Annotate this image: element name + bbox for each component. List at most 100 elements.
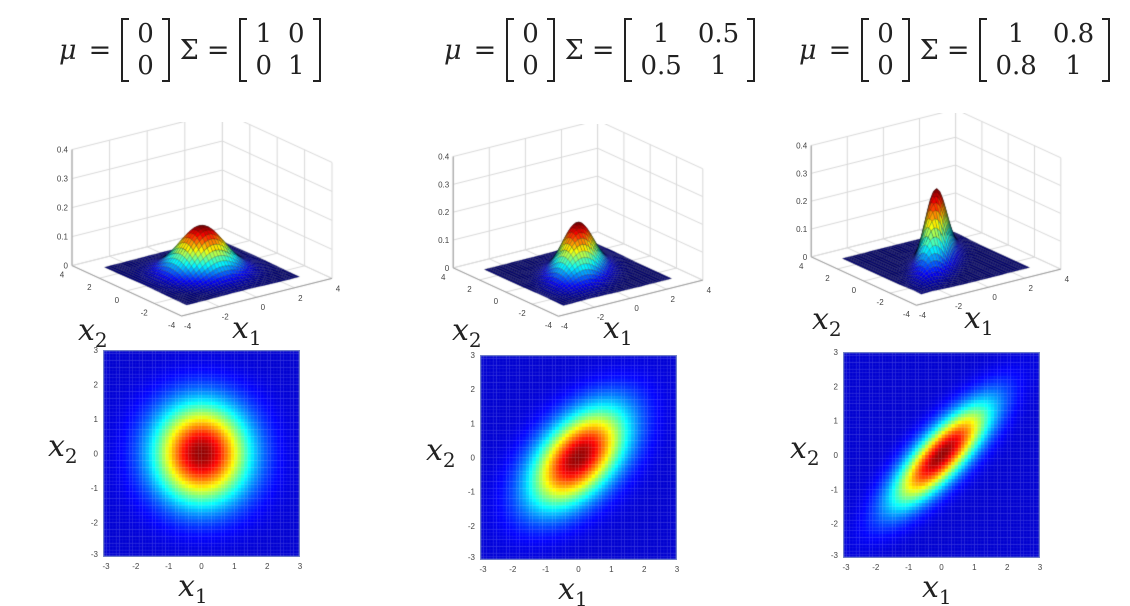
x1-tick-label: 2	[642, 565, 647, 574]
x1-tick-label: -2	[509, 565, 517, 574]
matrix-entry: 0	[522, 19, 539, 49]
right-bracket	[312, 18, 321, 82]
mu-symbol: μ	[799, 34, 817, 66]
sigma-symbol: Σ	[919, 34, 939, 66]
heatmap-plot-1	[103, 350, 300, 557]
matrix-entry: 0.5	[640, 51, 682, 81]
x2-axis-label: x2	[452, 313, 482, 352]
left-bracket	[506, 18, 515, 82]
x1-tick-label: 1	[609, 565, 614, 574]
formula-1: μ = 0 0 Σ = 1 0 0 1	[55, 18, 323, 82]
mu-symbol: μ	[444, 34, 462, 66]
matrix-entry: 1	[288, 51, 305, 81]
x2-axis-label: x2	[426, 433, 456, 472]
x1-tick-label: 2	[1005, 563, 1010, 572]
matrix-entry: 0	[877, 51, 894, 81]
x2-tick-label: -3	[831, 551, 839, 560]
equals-sign: =	[206, 34, 230, 66]
matrix-entry: 0.5	[697, 19, 740, 49]
surface-plot-1	[32, 122, 372, 342]
x1-axis-label: x1	[232, 311, 262, 350]
left-bracket	[861, 18, 870, 82]
x2-tick-label: 1	[471, 419, 476, 428]
x2-tick-label: 0	[834, 451, 839, 460]
x2-tick-label: -1	[468, 488, 476, 497]
x2-tick-label: -3	[468, 553, 476, 562]
left-bracket	[979, 18, 988, 82]
matrix-entry: 1	[652, 19, 670, 49]
x1-axis-label: x1	[178, 569, 208, 606]
equals-sign: =	[946, 34, 970, 66]
equals-sign: =	[828, 34, 852, 66]
x1-axis-label: x1	[922, 570, 952, 606]
x1-tick-label: 3	[1038, 563, 1043, 572]
x2-tick-label: 0	[94, 450, 99, 459]
x1-tick-label: -2	[872, 563, 880, 572]
x2-tick-label: -3	[91, 550, 99, 559]
x1-tick-label: -3	[479, 565, 487, 574]
mu-symbol: μ	[59, 34, 77, 66]
matrix-entry: 1	[1007, 19, 1025, 49]
x1-tick-label: -3	[102, 562, 110, 571]
x1-tick-label: 0	[939, 563, 944, 572]
covariance-matrix: 1 0.5 0.5 1	[624, 18, 756, 82]
surface-plot-3	[766, 113, 1106, 333]
surface-plot-2	[408, 124, 748, 344]
matrix-entry: 0	[877, 19, 894, 49]
x1-tick-label: -1	[542, 565, 550, 574]
left-bracket	[624, 18, 633, 82]
matrix-entry: 0.8	[1052, 19, 1095, 49]
matrix-entry: 1	[1065, 51, 1082, 81]
matrix-entry: 0	[137, 19, 154, 49]
x1-tick-label: 3	[298, 562, 303, 571]
x2-axis-label: x2	[78, 313, 108, 352]
x1-tick-label: -2	[132, 562, 140, 571]
matrix-entry: 0	[522, 51, 539, 81]
x1-tick-label: 1	[232, 562, 237, 571]
x2-axis-label: x2	[812, 302, 842, 341]
x1-tick-label: -1	[165, 562, 173, 571]
right-bracket	[546, 18, 555, 82]
x2-tick-label: -1	[831, 485, 839, 494]
matrix-entry: 1	[710, 51, 727, 81]
equals-sign: =	[591, 34, 615, 66]
x2-tick-label: 3	[834, 348, 839, 357]
matrix-entry: 0	[137, 51, 154, 81]
x2-tick-label: 2	[94, 381, 99, 390]
x2-tick-label: -2	[831, 520, 839, 529]
matrix-entry: 0	[288, 19, 305, 49]
x2-axis-label: x2	[790, 431, 820, 470]
matrix-entry: 0.8	[995, 51, 1037, 81]
x1-tick-label: 3	[675, 565, 680, 574]
x1-axis-label: x1	[558, 572, 588, 606]
heatmap-plot-2	[480, 355, 677, 560]
x2-tick-label: 3	[471, 351, 476, 360]
x2-tick-label: 0	[471, 454, 476, 463]
x1-tick-label: 1	[972, 563, 977, 572]
x2-axis-label: x2	[48, 429, 78, 468]
left-bracket	[239, 18, 248, 82]
equals-sign: =	[473, 34, 497, 66]
x1-tick-label: -1	[905, 563, 913, 572]
sigma-symbol: Σ	[179, 34, 199, 66]
left-bracket	[121, 18, 130, 82]
matrix-entry: 0	[255, 51, 272, 81]
matrix-entry: 1	[255, 19, 272, 49]
covariance-matrix: 1 0.8 0.8 1	[979, 18, 1111, 82]
x2-tick-label: -2	[468, 522, 476, 531]
x2-tick-label: -2	[91, 519, 99, 528]
x2-tick-label: 1	[834, 417, 839, 426]
right-bracket	[747, 18, 756, 82]
right-bracket	[161, 18, 170, 82]
x1-tick-label: -3	[842, 563, 850, 572]
formula-2: μ = 0 0 Σ = 1 0.5 0.5 1	[440, 18, 757, 82]
x1-tick-label: 0	[576, 565, 581, 574]
equals-sign: =	[88, 34, 112, 66]
x1-tick-label: 0	[199, 562, 204, 571]
heatmap-plot-3	[843, 352, 1040, 558]
